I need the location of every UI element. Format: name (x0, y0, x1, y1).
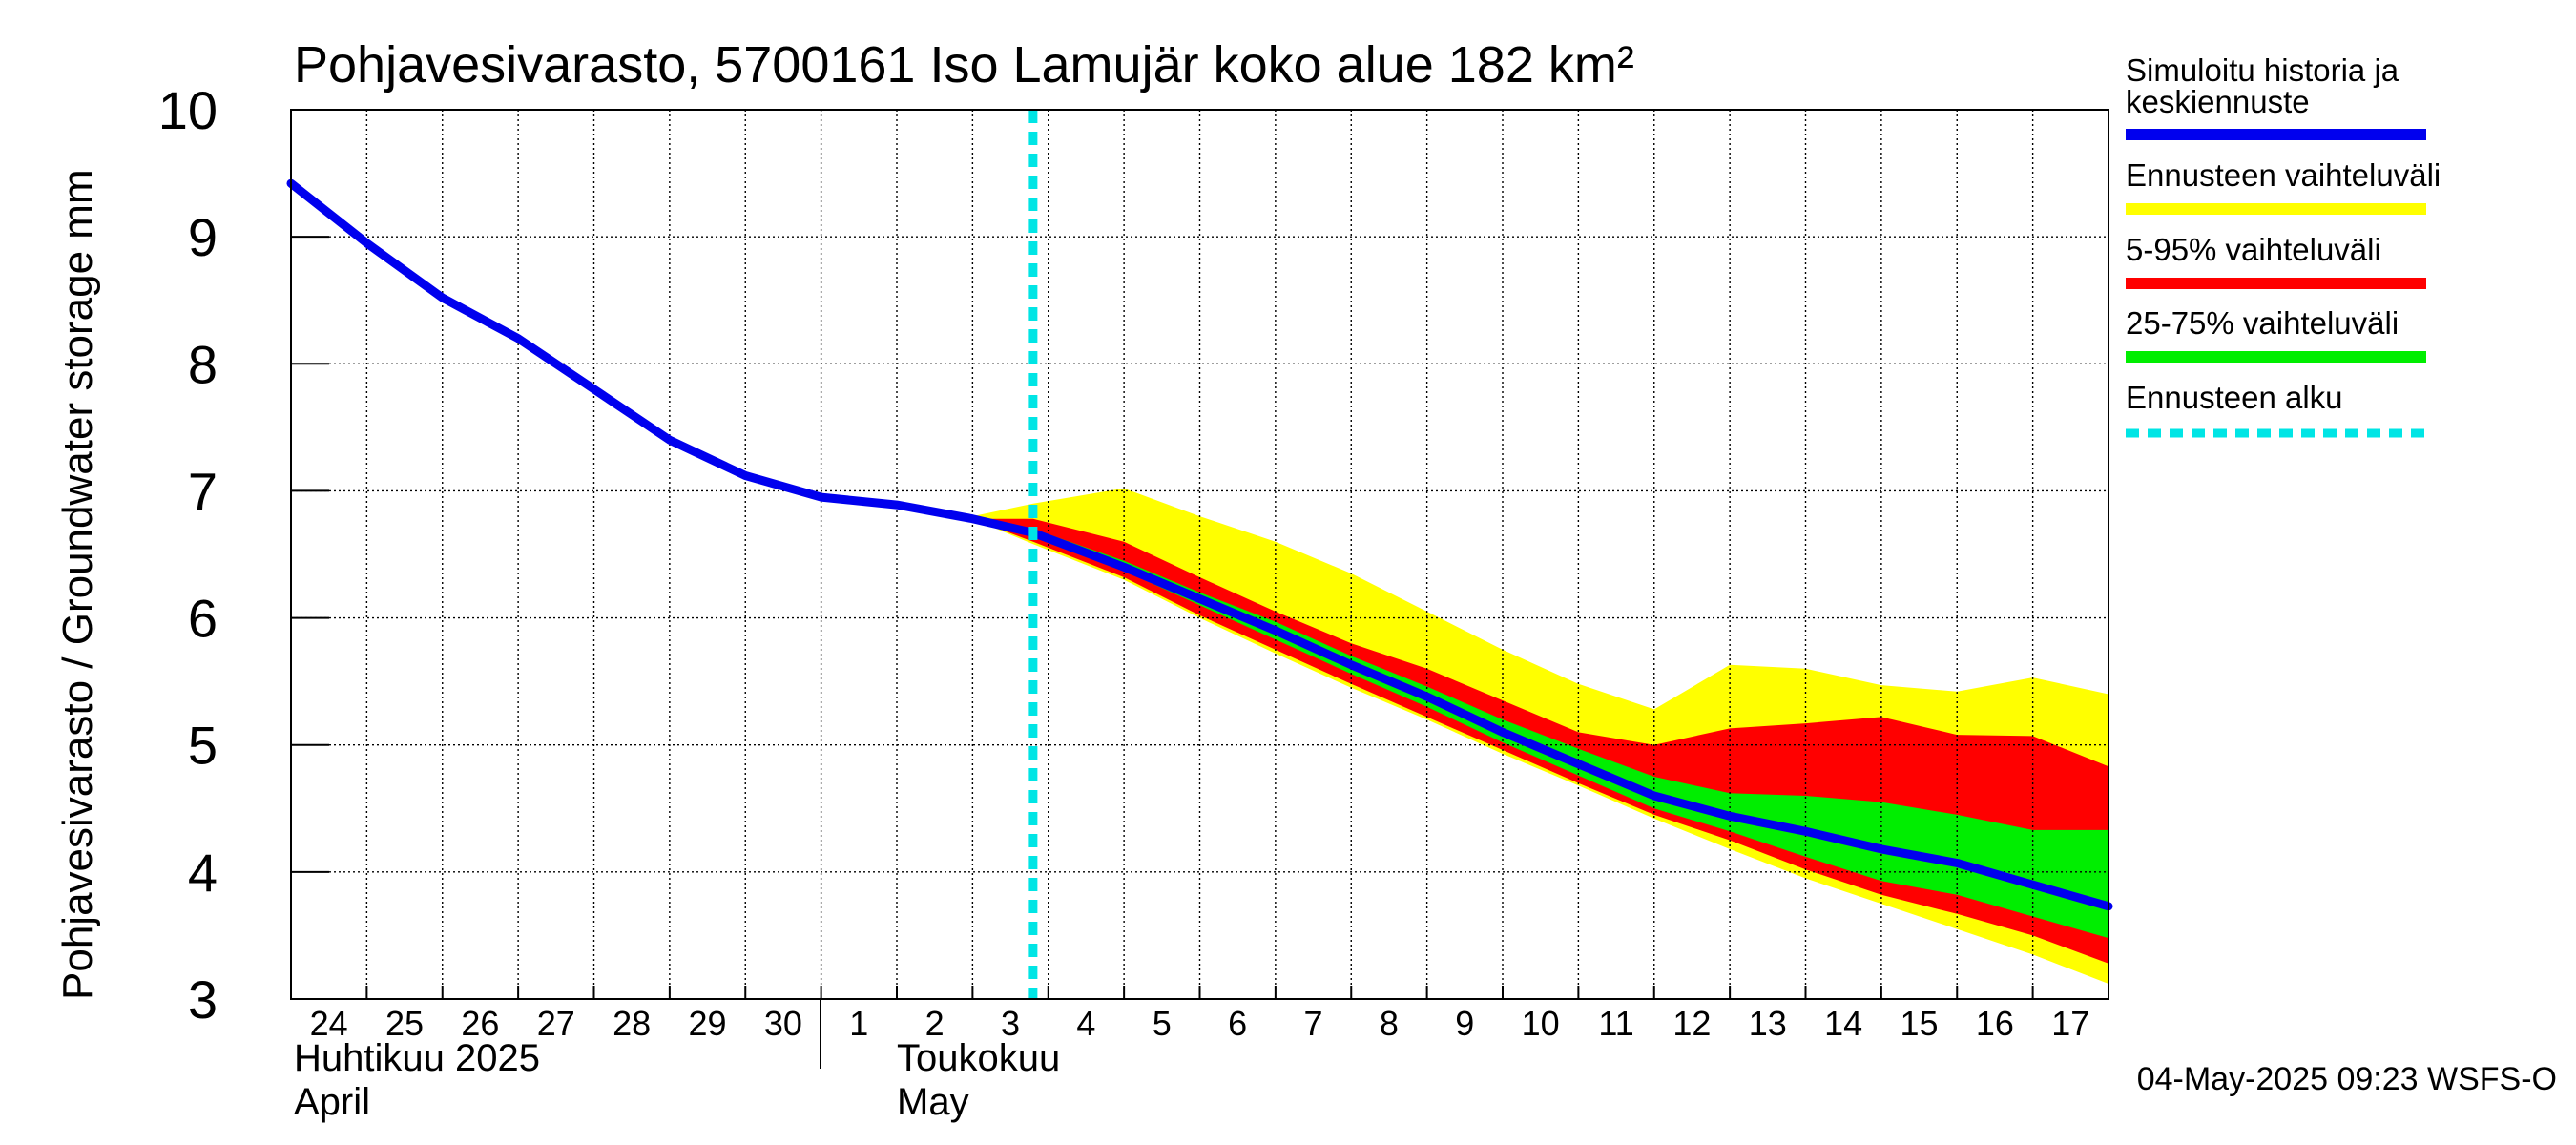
x-tick-label: 5 (1153, 1004, 1172, 1043)
x-tick-label: 9 (1455, 1004, 1474, 1043)
x-tick-label: 1 (849, 1004, 868, 1043)
y-tick-label: 7 (188, 461, 218, 521)
legend-label: 5-95% vaihteluväli (2126, 232, 2381, 267)
data-series (286, 178, 2113, 911)
grid-lines (291, 110, 2109, 999)
y-axis: 3 4 5 6 7 8 9 10 (158, 80, 329, 1030)
x-tick-label: 6 (1228, 1004, 1247, 1043)
y-tick-label: 3 (188, 969, 218, 1030)
x-tick-label: 29 (689, 1004, 727, 1043)
y-tick-label: 6 (188, 589, 218, 649)
x-tick-label: 10 (1522, 1004, 1560, 1043)
y-axis-label: Pohjavesivarasto / Groundwater storage m… (54, 169, 101, 1000)
x-axis: 24 25 26 27 28 29 30 1 2 3 4 5 6 7 8 9 10 11 12 13 14 15 16 17 (290, 986, 2109, 1043)
x-tick-label: 13 (1749, 1004, 1787, 1043)
month-label-may-en: May (897, 1081, 969, 1123)
legend-label: Ennusteen alku (2126, 380, 2343, 415)
x-tick-label: 28 (613, 1004, 651, 1043)
legend-label: Simuloitu historia ja (2126, 52, 2399, 88)
series-line-median (286, 178, 2113, 911)
x-tick-label: 16 (1976, 1004, 2014, 1043)
x-tick-label: 12 (1672, 1004, 1711, 1043)
x-tick-label: 3 (1001, 1004, 1020, 1043)
month-label-april-fi: Huhtikuu 2025 (294, 1037, 540, 1079)
x-tick-label: 26 (461, 1004, 499, 1043)
x-tick-label: 27 (537, 1004, 575, 1043)
legend-label: keskiennuste (2126, 84, 2310, 119)
footer-timestamp: 04-May-2025 09:23 WSFS-O (2137, 1061, 2557, 1097)
y-tick-label: 5 (188, 716, 218, 776)
x-tick-label: 2 (925, 1004, 945, 1043)
x-tick-label: 7 (1304, 1004, 1323, 1043)
y-tick-label: 9 (188, 207, 218, 267)
x-tick-label: 11 (1598, 1004, 1633, 1043)
y-tick-label: 4 (188, 843, 218, 903)
x-tick-label: 24 (310, 1004, 348, 1043)
y-tick-label: 10 (158, 80, 218, 140)
x-tick-label: 14 (1824, 1004, 1862, 1043)
x-tick-label: 25 (385, 1004, 424, 1043)
x-tick-label: 15 (1901, 1004, 1939, 1043)
legend-label: Ennusteen vaihteluväli (2126, 157, 2441, 193)
x-tick-label: 8 (1380, 1004, 1399, 1043)
x-tick-label: 30 (764, 1004, 802, 1043)
chart-title: Pohjavesivarasto, 5700161 Iso Lamujär ko… (294, 36, 1634, 94)
y-tick-label: 8 (188, 334, 218, 394)
x-tick-label: 17 (2051, 1004, 2089, 1043)
x-tick-label: 4 (1076, 1004, 1095, 1043)
month-label-may-fi: Toukokuu (897, 1037, 1060, 1079)
legend-label: 25-75% vaihteluväli (2126, 305, 2399, 341)
month-label-april-en: April (294, 1081, 370, 1123)
